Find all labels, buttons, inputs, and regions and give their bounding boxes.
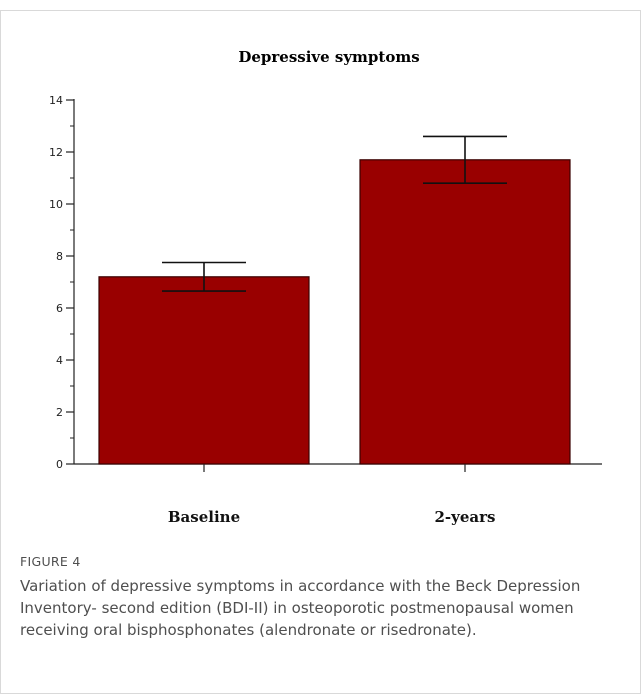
y-tick-label: 10 (49, 198, 63, 211)
x-category-label: 2-years (435, 508, 496, 526)
y-tick-label: 4 (56, 354, 63, 367)
y-tick-label: 6 (56, 302, 63, 315)
y-tick-label: 0 (56, 458, 63, 471)
bar-baseline (98, 276, 310, 465)
y-tick-label: 12 (49, 146, 63, 159)
figure-caption: FIGURE 4 Variation of depressive symptom… (20, 554, 620, 641)
chart-title: Depressive symptoms (238, 48, 419, 66)
bar-chart: Depressive symptoms 0 2 4 6 8 10 12 14 Baseline 2… (49, 48, 602, 526)
figure-label: FIGURE 4 (20, 554, 81, 569)
plot-area: 0 2 4 6 8 10 12 14 Baseline 2-years (49, 94, 602, 526)
figure-caption-text: Variation of depressive symptoms in acco… (20, 577, 581, 639)
y-tick-label: 8 (56, 250, 63, 263)
y-tick-label: 14 (49, 94, 63, 107)
x-category-label: Baseline (168, 508, 240, 526)
y-tick-label: 2 (56, 406, 63, 419)
bar-2-years (359, 159, 571, 465)
